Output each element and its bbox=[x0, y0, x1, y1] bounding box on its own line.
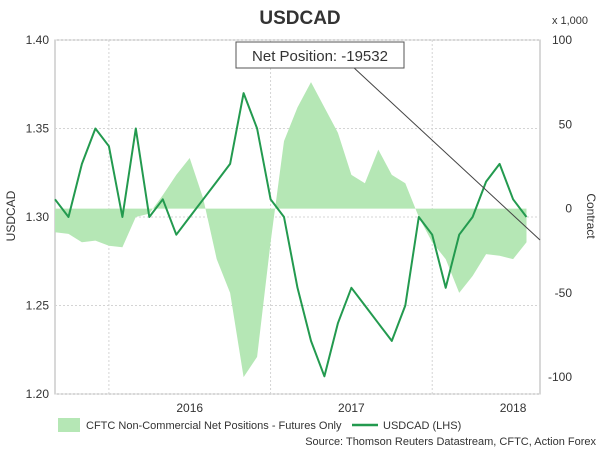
legend-item-usdcad: USDCAD (LHS) bbox=[383, 420, 461, 432]
legend-item-cftc: CFTC Non-Commercial Net Positions - Futu… bbox=[86, 420, 342, 432]
x-tick-label: 2016 bbox=[176, 401, 203, 415]
left-tick-label: 1.25 bbox=[26, 299, 50, 313]
right-axis-label: Contract bbox=[584, 193, 598, 239]
left-tick-label: 1.20 bbox=[26, 387, 50, 401]
chart-title: USDCAD bbox=[259, 8, 340, 29]
annotation-text: Net Position: -19532 bbox=[252, 48, 388, 65]
cftc-area-layer bbox=[55, 82, 527, 378]
left-tick-label: 1.35 bbox=[26, 122, 50, 136]
right-tick-label: -100 bbox=[548, 370, 572, 384]
right-axis-multiplier: x 1,000 bbox=[552, 15, 588, 27]
source-note: Source: Thomson Reuters Datastream, CFTC… bbox=[305, 436, 596, 448]
left-tick-label: 1.40 bbox=[26, 33, 50, 47]
annotation-box bbox=[235, 41, 405, 69]
usdcad-line-layer bbox=[54, 92, 528, 378]
right-tick-label: 100 bbox=[552, 33, 572, 47]
right-tick-label: 0 bbox=[565, 202, 572, 216]
right-tick-label: 50 bbox=[559, 117, 573, 131]
x-tick-label: 2018 bbox=[500, 401, 527, 415]
tick-labels: 1.20 1.25 1.30 1.35 1.40 -100 -50 0 50 100 2016 201… bbox=[26, 33, 573, 415]
legend-area-swatch bbox=[58, 418, 80, 432]
right-tick-label: -50 bbox=[555, 286, 573, 300]
x-tick-label: 2017 bbox=[338, 401, 365, 415]
annotation-pointer bbox=[351, 65, 541, 241]
cftc-net-position-area bbox=[55, 82, 527, 378]
usdcad-series-line bbox=[54, 92, 528, 378]
left-axis-label: USDCAD bbox=[4, 190, 18, 241]
left-tick-label: 1.30 bbox=[26, 210, 50, 224]
